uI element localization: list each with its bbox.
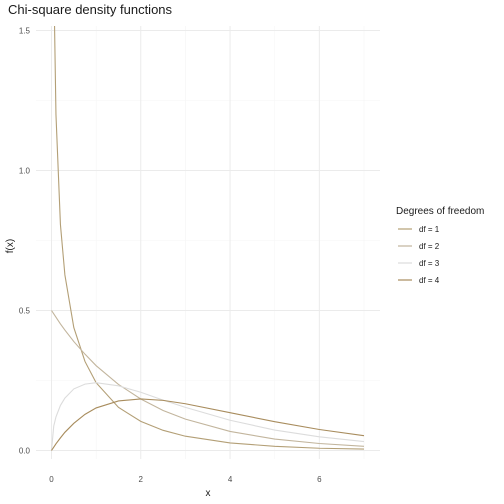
chart-title: Chi-square density functions — [8, 2, 173, 17]
legend-label-df-4: df = 4 — [419, 276, 440, 285]
y-tick-label: 0.0 — [19, 447, 31, 456]
series-line-df-2 — [51, 310, 365, 447]
y-tick-label: 1.0 — [19, 167, 31, 176]
series-line-df-1 — [54, 26, 365, 450]
grid — [36, 26, 380, 459]
legend-title: Degrees of freedom — [396, 206, 484, 217]
x-tick-label: 4 — [228, 475, 233, 484]
x-axis-ticks: 0 2 4 6 — [49, 475, 322, 484]
x-axis-title: x — [206, 488, 211, 499]
y-axis-ticks: 0.0 0.5 1.0 1.5 — [19, 27, 31, 456]
x-tick-label: 6 — [317, 475, 322, 484]
y-axis-title: f(x) — [5, 239, 16, 253]
x-tick-label: 2 — [139, 475, 144, 484]
series-line-df-3 — [50, 382, 365, 451]
series-lines — [50, 26, 365, 451]
x-tick-label: 0 — [49, 475, 54, 484]
y-tick-label: 0.5 — [19, 307, 31, 316]
legend: Degrees of freedom df = 1 df = 2 df = 3 df … — [396, 206, 484, 285]
series-line-df-4 — [51, 398, 365, 451]
legend-label-df-3: df = 3 — [419, 259, 440, 268]
y-tick-label: 1.5 — [19, 27, 31, 36]
legend-label-df-2: df = 2 — [419, 242, 440, 251]
legend-label-df-1: df = 1 — [419, 225, 440, 234]
